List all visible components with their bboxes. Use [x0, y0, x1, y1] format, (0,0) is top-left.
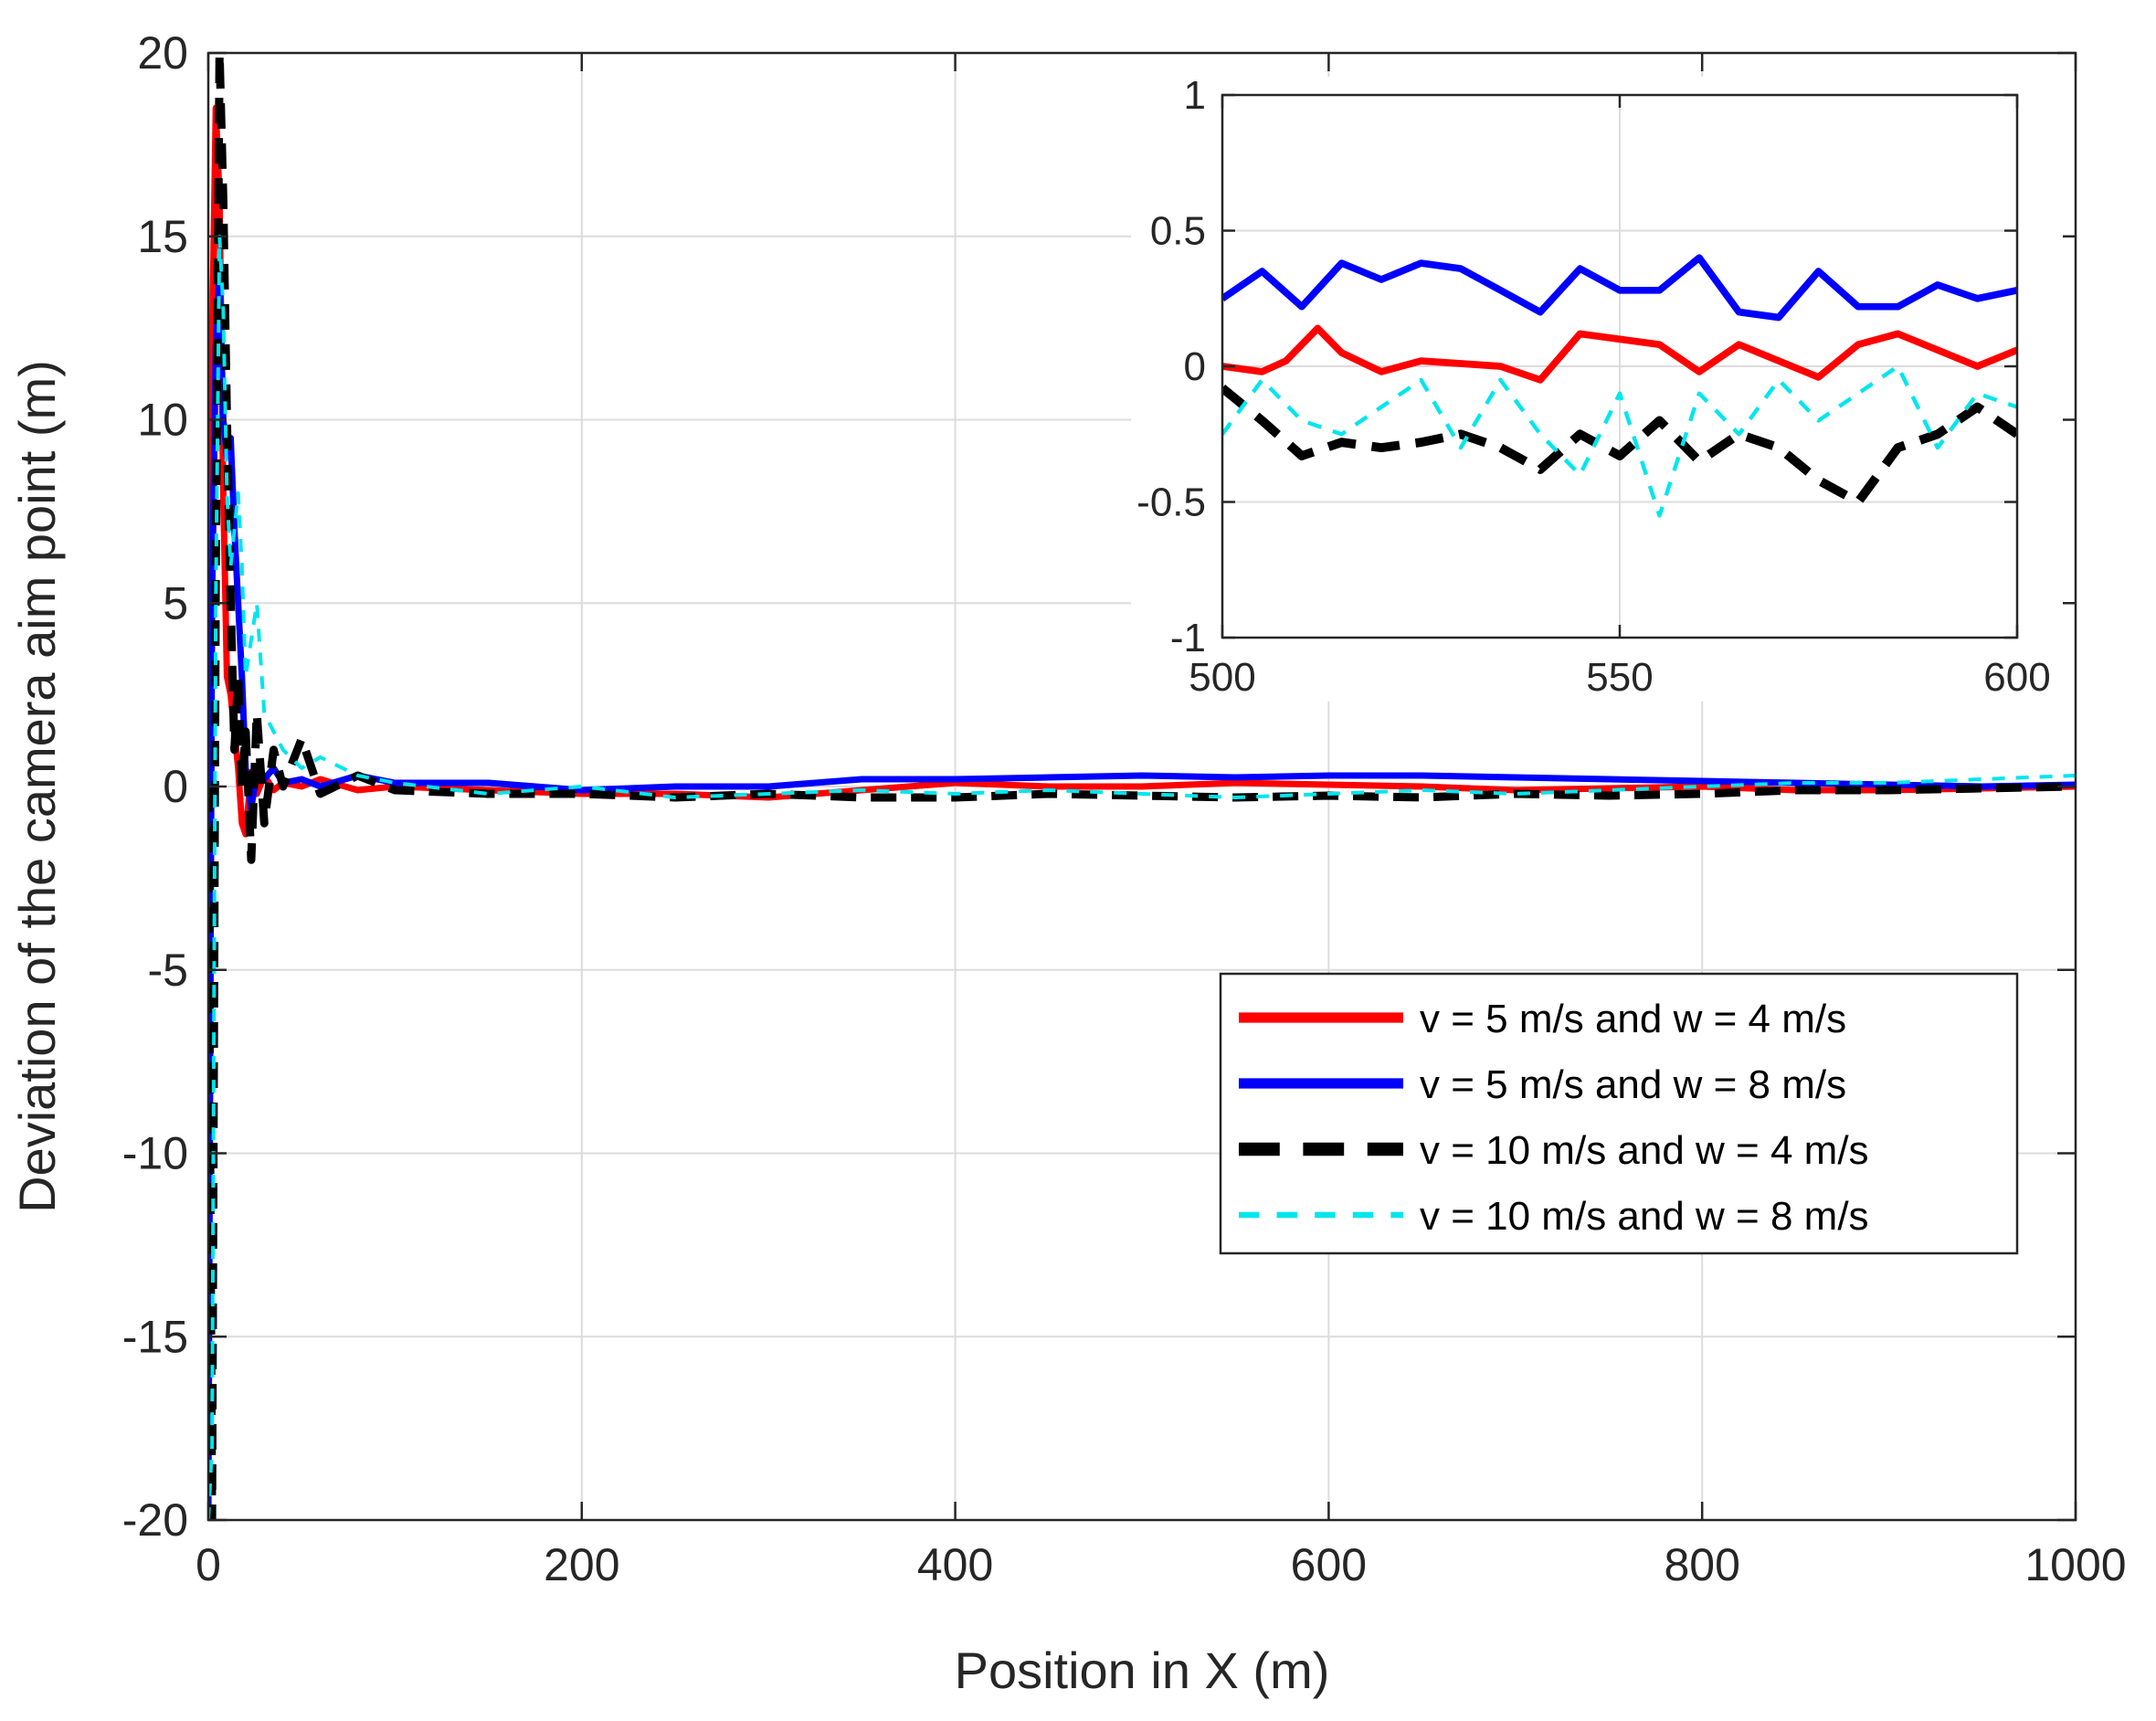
main-y-tick-label: 20 [137, 27, 188, 79]
x-axis-label: Position in X (m) [955, 1642, 1330, 1699]
inset-y-tick-labels: -1 -0.5 0 0.5 1 [1136, 73, 1206, 660]
main-y-tick-label: 5 [163, 577, 188, 628]
main-series-line-1 [208, 104, 2076, 838]
main-x-tick-labels: 0 200 400 600 800 1000 [196, 1539, 2127, 1590]
inset-y-tick-label: -1 [1170, 616, 1206, 660]
legend-label-1: v = 5 m/s and w = 4 m/s [1420, 997, 1846, 1041]
main-y-tick-label: -20 [122, 1494, 188, 1546]
main-tick-marks [206, 51, 2077, 1522]
inset-y-tick-label: 0 [1184, 344, 1206, 389]
legend-label-4: v = 10 m/s and w = 8 m/s [1420, 1194, 1869, 1239]
main-x-tick-label: 800 [1664, 1539, 1739, 1590]
inset-plot: 500 550 600 -1 -0.5 0 0.5 1 [1131, 73, 2063, 702]
inset-series-line-2 [1222, 254, 2017, 322]
inset-y-tick-label: -0.5 [1136, 480, 1206, 525]
legend-label-2: v = 5 m/s and w = 8 m/s [1420, 1062, 1846, 1107]
main-y-tick-labels: -20 -15 -10 -5 0 5 10 15 20 [122, 27, 188, 1546]
main-x-tick-label: 0 [196, 1539, 221, 1590]
main-y-tick-label: 10 [137, 395, 188, 446]
main-x-tick-label: 600 [1291, 1539, 1367, 1590]
inset-background [1131, 77, 2063, 702]
legend-items: v = 5 m/s and w = 4 m/s v = 5 m/s and w =… [1239, 997, 1869, 1239]
main-series-line-4 [208, 234, 2076, 1520]
inset-series-line-4 [1222, 364, 2017, 518]
main-x-tick-label: 200 [544, 1539, 619, 1590]
main-y-tick-label: -5 [148, 945, 188, 996]
inset-series-line-1 [1222, 324, 2017, 384]
main-y-tick-label: -10 [122, 1128, 188, 1179]
y-axis-label: Deviation of the camera aim point (m) [8, 360, 66, 1213]
inset-x-tick-labels: 500 550 600 [1189, 655, 2050, 700]
main-y-tick-label: -15 [122, 1311, 188, 1362]
inset-series-lines [1222, 254, 2017, 518]
inset-y-tick-label: 1 [1184, 73, 1206, 118]
main-y-tick-label: 15 [137, 211, 188, 262]
inset-tick-marks [1221, 93, 2019, 639]
main-x-tick-label: 1000 [2024, 1539, 2126, 1590]
inset-series-line-3 [1222, 384, 2017, 507]
inset-y-tick-label: 0.5 [1150, 209, 1206, 254]
main-series-line-3 [208, 53, 2076, 1520]
legend: v = 5 m/s and w = 4 m/s v = 5 m/s and w =… [1219, 972, 2019, 1255]
main-x-tick-label: 400 [917, 1539, 993, 1590]
main-series-lines [208, 53, 2076, 1520]
inset-x-tick-label: 500 [1189, 655, 1255, 700]
inset-x-tick-label: 600 [1983, 655, 2050, 700]
legend-label-3: v = 10 m/s and w = 4 m/s [1420, 1128, 1869, 1173]
main-y-tick-label: 0 [163, 761, 188, 812]
inset-x-tick-label: 550 [1586, 655, 1653, 700]
